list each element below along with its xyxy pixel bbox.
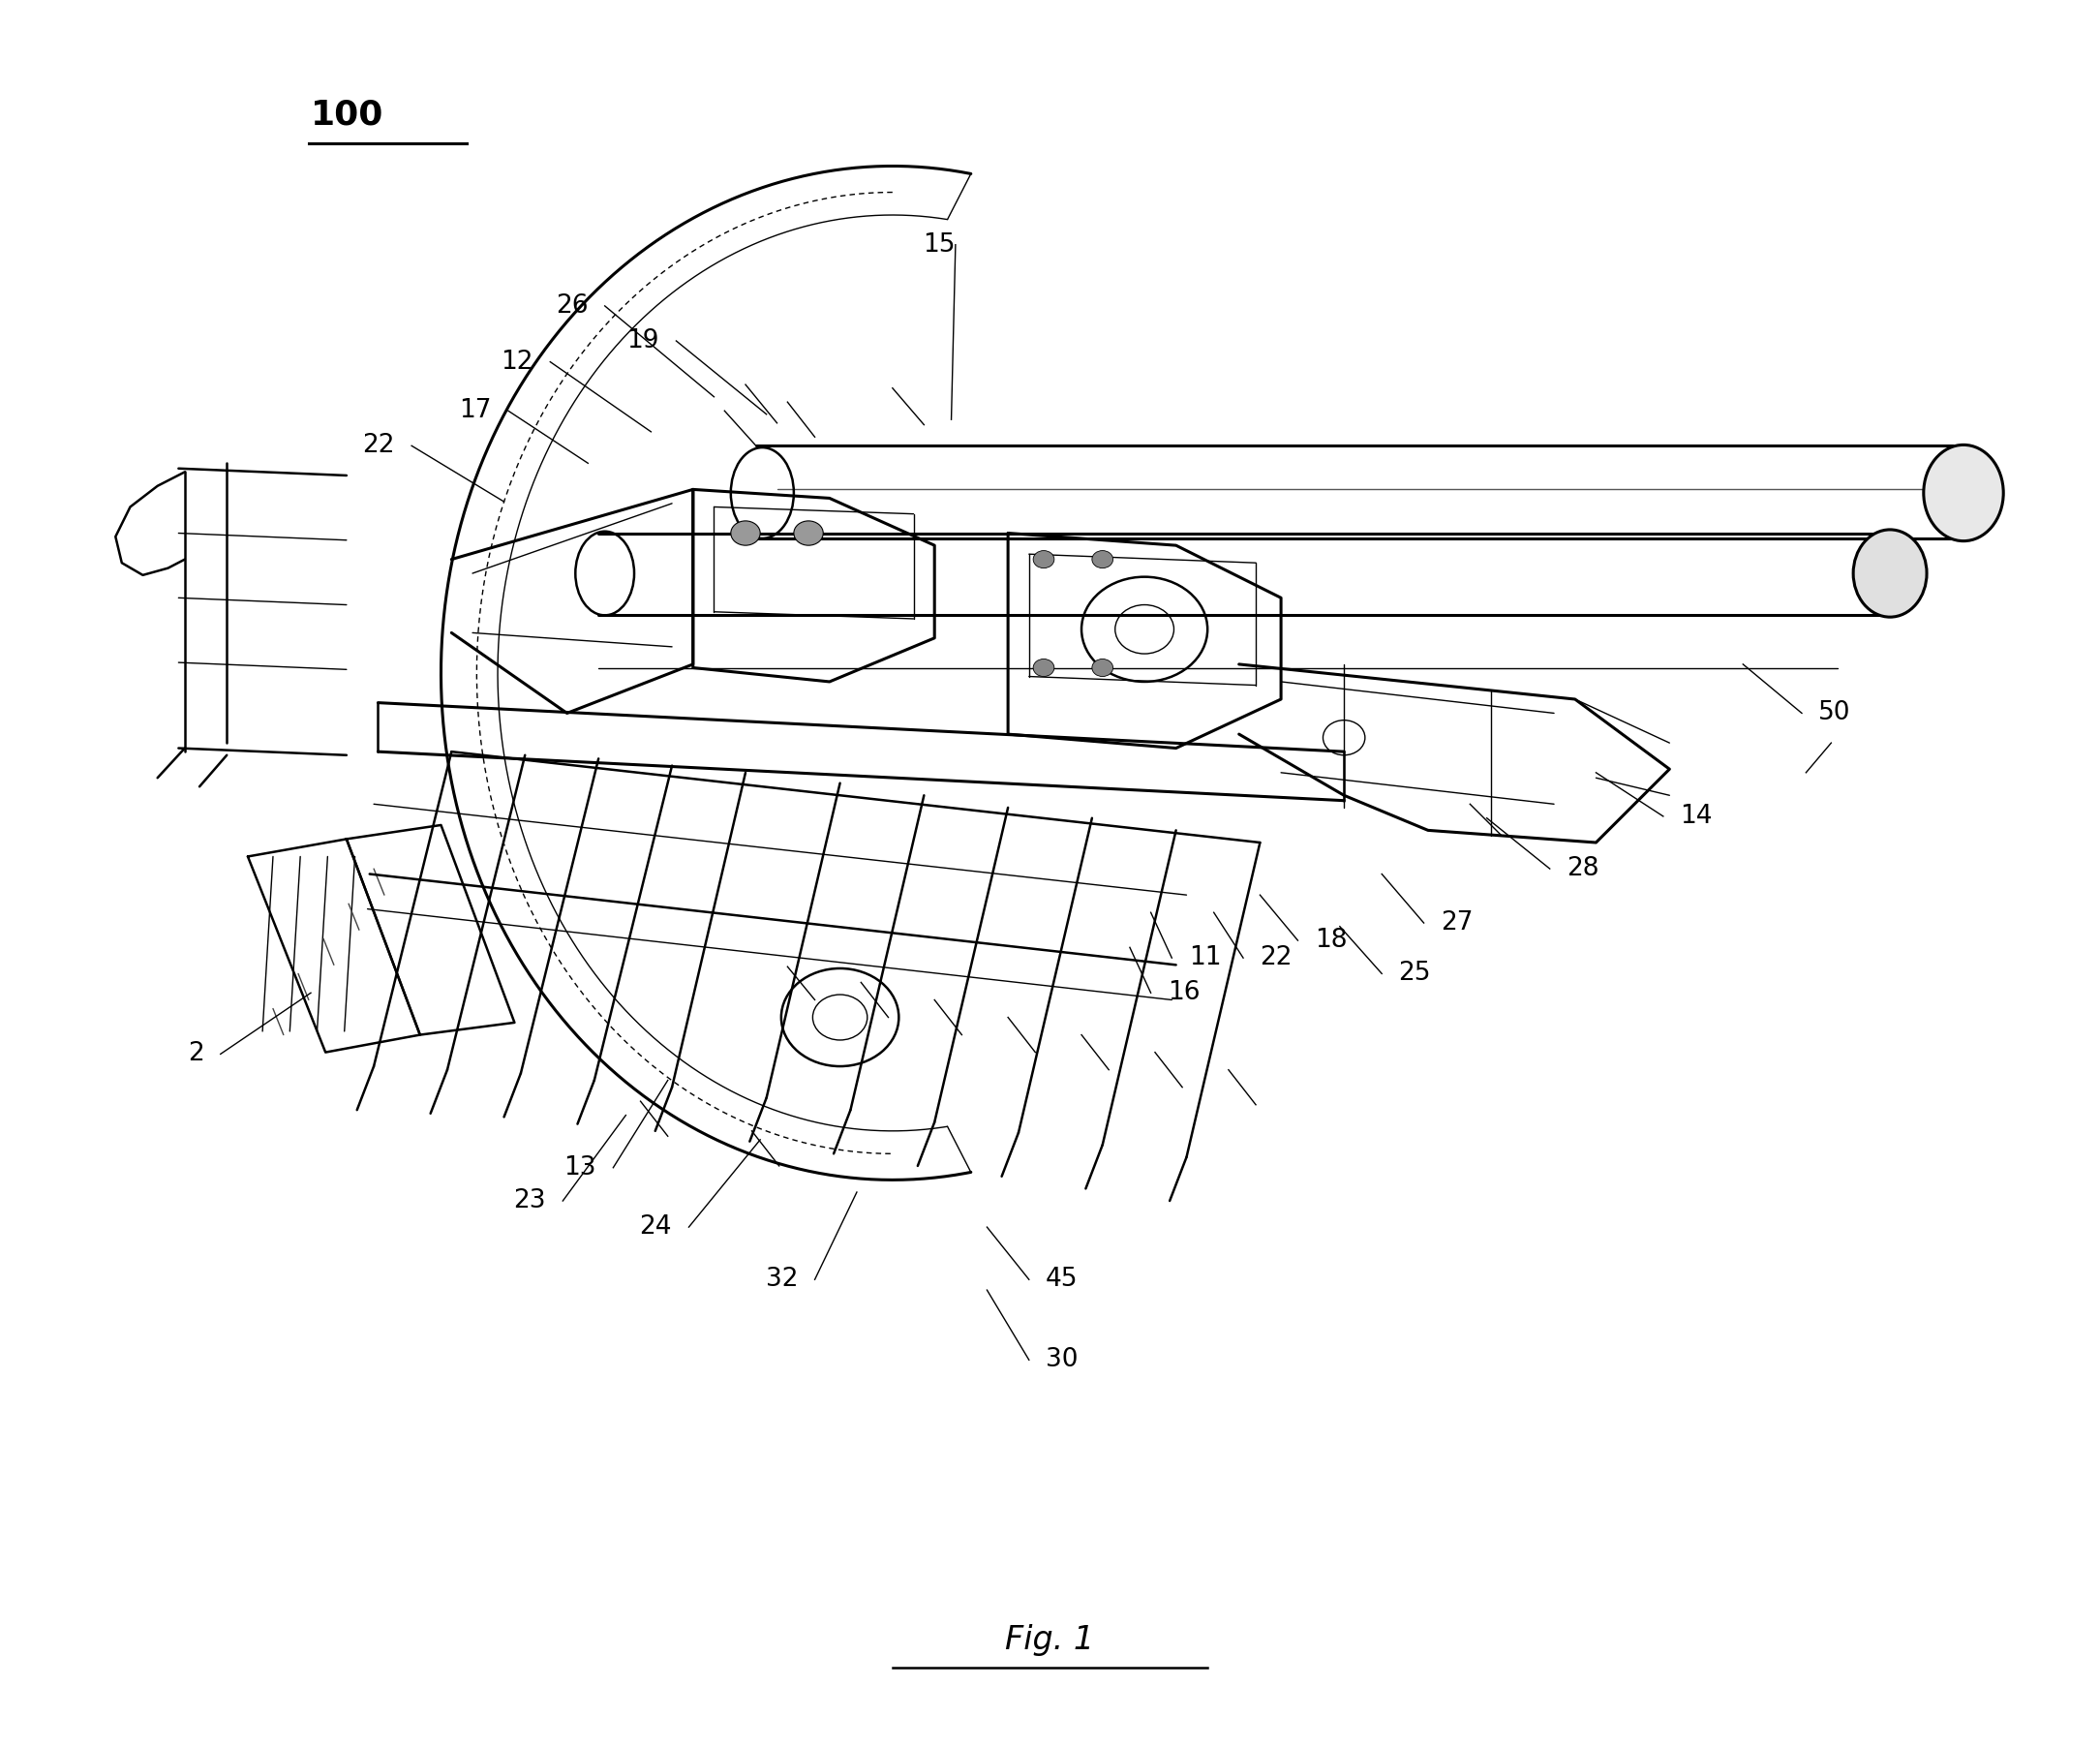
- Ellipse shape: [1924, 446, 2003, 542]
- Text: 19: 19: [628, 329, 659, 353]
- Circle shape: [1092, 659, 1113, 676]
- Text: 30: 30: [1046, 1348, 1077, 1372]
- Text: 25: 25: [1399, 961, 1430, 986]
- Text: 16: 16: [1168, 981, 1199, 1005]
- Text: Fig. 1: Fig. 1: [1006, 1624, 1094, 1655]
- Text: 11: 11: [1189, 946, 1220, 970]
- Circle shape: [1033, 551, 1054, 568]
- Circle shape: [1092, 551, 1113, 568]
- Text: 22: 22: [363, 434, 395, 458]
- Circle shape: [731, 521, 760, 545]
- Text: 100: 100: [311, 98, 384, 131]
- Text: 27: 27: [1441, 911, 1472, 935]
- Text: 45: 45: [1046, 1267, 1077, 1292]
- Text: 18: 18: [1315, 928, 1346, 953]
- Circle shape: [1033, 659, 1054, 676]
- Text: 50: 50: [1819, 701, 1850, 725]
- Text: 26: 26: [557, 294, 588, 318]
- Text: 22: 22: [1260, 946, 1292, 970]
- Text: 32: 32: [766, 1267, 798, 1292]
- Text: 14: 14: [1680, 804, 1712, 829]
- Text: 15: 15: [922, 232, 956, 257]
- Ellipse shape: [1854, 530, 1928, 617]
- Text: 2: 2: [187, 1042, 204, 1066]
- Text: 12: 12: [502, 350, 533, 374]
- Text: 17: 17: [460, 399, 491, 423]
- Text: 13: 13: [565, 1155, 596, 1180]
- Text: 28: 28: [1567, 857, 1598, 881]
- Text: 23: 23: [514, 1189, 546, 1213]
- Text: 24: 24: [640, 1215, 672, 1239]
- Circle shape: [794, 521, 823, 545]
